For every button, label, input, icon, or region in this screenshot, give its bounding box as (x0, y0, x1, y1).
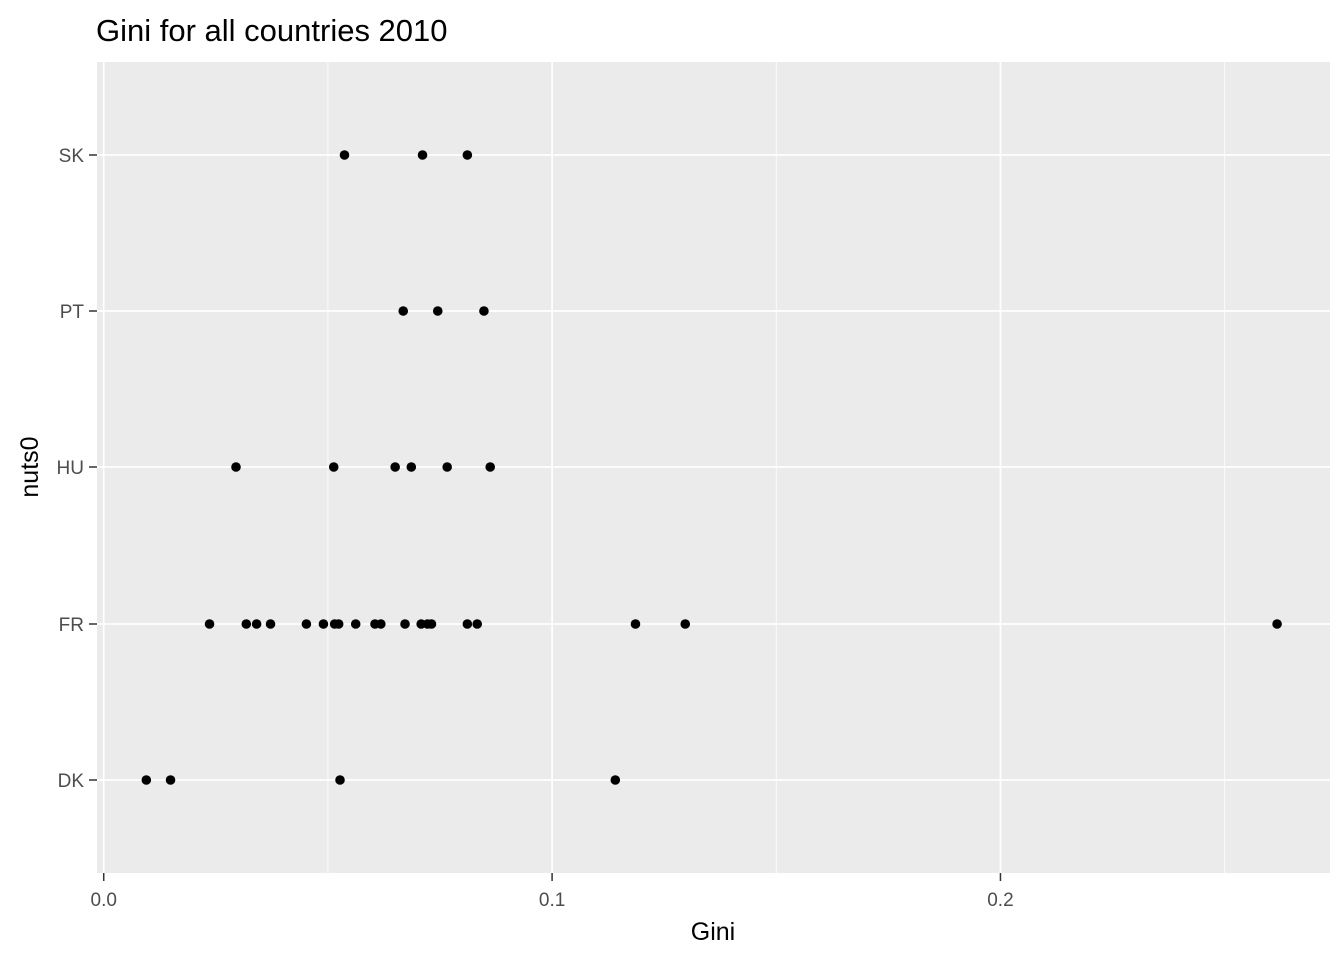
point-fr-19 (333, 619, 344, 629)
data-points (141, 150, 1282, 785)
point-dk-33 (165, 775, 176, 785)
point-fr-31 (1272, 619, 1282, 629)
point-sk-1 (417, 150, 428, 160)
x-tick-label-1: 0.1 (539, 890, 565, 911)
point-hu-9 (406, 462, 417, 472)
x-tick-label-0: 0.0 (91, 890, 117, 911)
y-axis-title: nuts0 (16, 436, 44, 497)
x-tick-label-2: 0.2 (987, 890, 1013, 911)
point-fr-30 (680, 619, 691, 629)
point-fr-26 (426, 619, 437, 629)
point-pt-3 (398, 306, 409, 316)
point-fr-14 (251, 619, 262, 629)
point-fr-12 (204, 619, 215, 629)
point-fr-23 (400, 619, 410, 629)
point-fr-28 (472, 619, 483, 629)
point-fr-27 (462, 619, 473, 629)
point-sk-0 (339, 150, 350, 160)
point-fr-20 (350, 619, 361, 629)
point-hu-10 (442, 462, 452, 472)
point-fr-16 (301, 619, 312, 629)
point-pt-4 (432, 306, 443, 316)
point-hu-6 (231, 462, 241, 472)
point-hu-11 (485, 462, 496, 472)
point-sk-2 (462, 150, 473, 160)
point-hu-7 (328, 462, 339, 472)
axes: DK FR HU PT SK 0.0 0.1 0.2 (57, 146, 1014, 911)
y-tick-label-fr: FR (59, 615, 84, 636)
point-dk-34 (335, 775, 345, 785)
point-dk-32 (141, 775, 152, 785)
point-dk-35 (610, 775, 621, 785)
y-tick-label-sk: SK (59, 146, 85, 167)
chart-title: Gini for all countries 2010 (96, 13, 448, 48)
point-fr-15 (265, 619, 276, 629)
point-fr-29 (630, 619, 641, 629)
point-fr-13 (241, 619, 252, 629)
point-fr-22 (376, 619, 386, 629)
y-tick-label-hu: HU (57, 458, 84, 479)
point-fr-17 (318, 619, 329, 629)
point-pt-5 (479, 306, 489, 316)
point-hu-8 (390, 462, 400, 472)
y-tick-label-pt: PT (60, 302, 85, 323)
y-tick-label-dk: DK (58, 771, 85, 792)
x-axis-title: Gini (691, 918, 735, 946)
